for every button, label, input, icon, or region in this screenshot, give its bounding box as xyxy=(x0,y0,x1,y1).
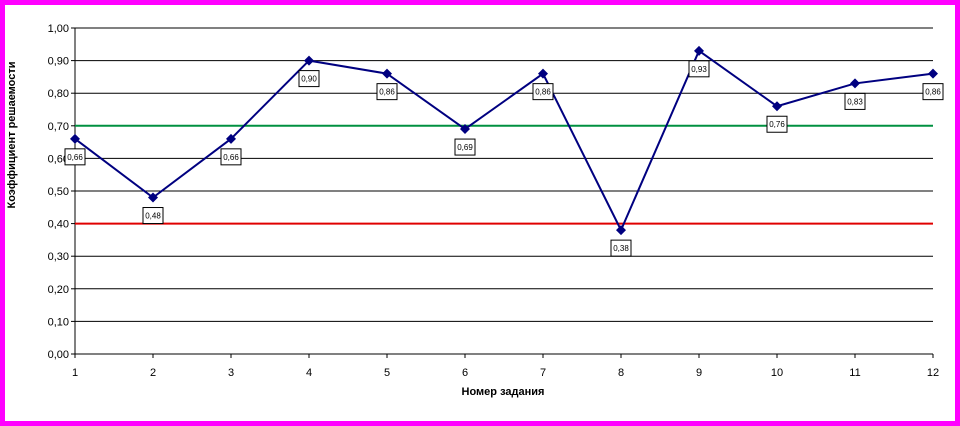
chart: Номер задания Коэффициент решаемости 0,0… xyxy=(6,23,944,398)
data-label-box xyxy=(220,148,242,166)
data-label-box xyxy=(64,148,86,166)
data-marker xyxy=(694,45,704,56)
data-label-box xyxy=(376,83,398,101)
y-tick-label: 0,20 xyxy=(48,284,69,296)
y-axis-title: Коэффициент решаемости xyxy=(6,61,18,208)
data-marker xyxy=(304,55,314,66)
data-label: 0,66 xyxy=(223,153,239,162)
data-marker xyxy=(772,101,782,112)
x-tick-label: 9 xyxy=(696,367,702,379)
y-tick-label: 0,70 xyxy=(48,121,69,133)
x-tick-label: 5 xyxy=(384,367,390,379)
y-tick-label: 0,60 xyxy=(48,153,69,165)
y-tick-label: 0,30 xyxy=(48,251,69,263)
data-label: 0,86 xyxy=(535,88,551,97)
data-line xyxy=(74,49,934,233)
data-marker xyxy=(928,68,938,79)
x-tick-label: 3 xyxy=(228,367,234,379)
data-label-box xyxy=(922,83,944,101)
data-marker xyxy=(382,68,392,79)
data-label: 0,86 xyxy=(379,88,395,97)
x-tick-label: 10 xyxy=(771,367,783,379)
x-tick-label: 8 xyxy=(618,367,624,379)
data-marker xyxy=(616,225,626,236)
y-tick-label: 1,00 xyxy=(48,23,69,35)
data-label: 0,48 xyxy=(145,212,161,221)
data-marker xyxy=(538,68,548,79)
data-marker xyxy=(460,124,470,135)
data-label: 0,83 xyxy=(847,97,863,106)
data-label-box xyxy=(298,70,320,88)
y-tick-label: 0,80 xyxy=(48,88,69,100)
data-label-box xyxy=(454,138,476,156)
data-label-box xyxy=(610,239,632,257)
y-tick-label: 0,90 xyxy=(48,56,69,68)
data-label-box xyxy=(766,115,788,133)
data-marker xyxy=(226,133,236,144)
data-label: 0,69 xyxy=(457,143,473,152)
data-label: 0,93 xyxy=(691,65,707,74)
data-label: 0,66 xyxy=(67,153,83,162)
y-tick-label: 0,50 xyxy=(48,186,69,198)
data-label-box xyxy=(844,92,866,110)
data-label-box xyxy=(688,60,710,78)
data-label-box xyxy=(532,83,554,101)
x-tick-label: 6 xyxy=(462,367,468,379)
x-tick-label: 1 xyxy=(72,367,78,379)
data-marker xyxy=(850,78,860,89)
x-tick-label: 7 xyxy=(540,367,546,379)
data-marker xyxy=(148,192,158,203)
x-tick-label: 12 xyxy=(927,367,939,379)
y-tick-label: 0,10 xyxy=(48,316,69,328)
data-marker xyxy=(70,133,80,144)
data-label: 0,90 xyxy=(301,75,317,84)
y-tick-label: 0,40 xyxy=(48,219,69,231)
x-axis-title: Номер задания xyxy=(462,386,545,398)
x-tick-label: 11 xyxy=(849,367,860,379)
x-tick-label: 2 xyxy=(150,367,156,379)
y-tick-label: 0,00 xyxy=(48,349,69,361)
data-label: 0,38 xyxy=(613,244,629,253)
data-label: 0,76 xyxy=(769,120,785,129)
x-tick-label: 4 xyxy=(306,367,312,379)
data-label-box xyxy=(142,207,164,225)
data-label: 0,86 xyxy=(925,88,941,97)
